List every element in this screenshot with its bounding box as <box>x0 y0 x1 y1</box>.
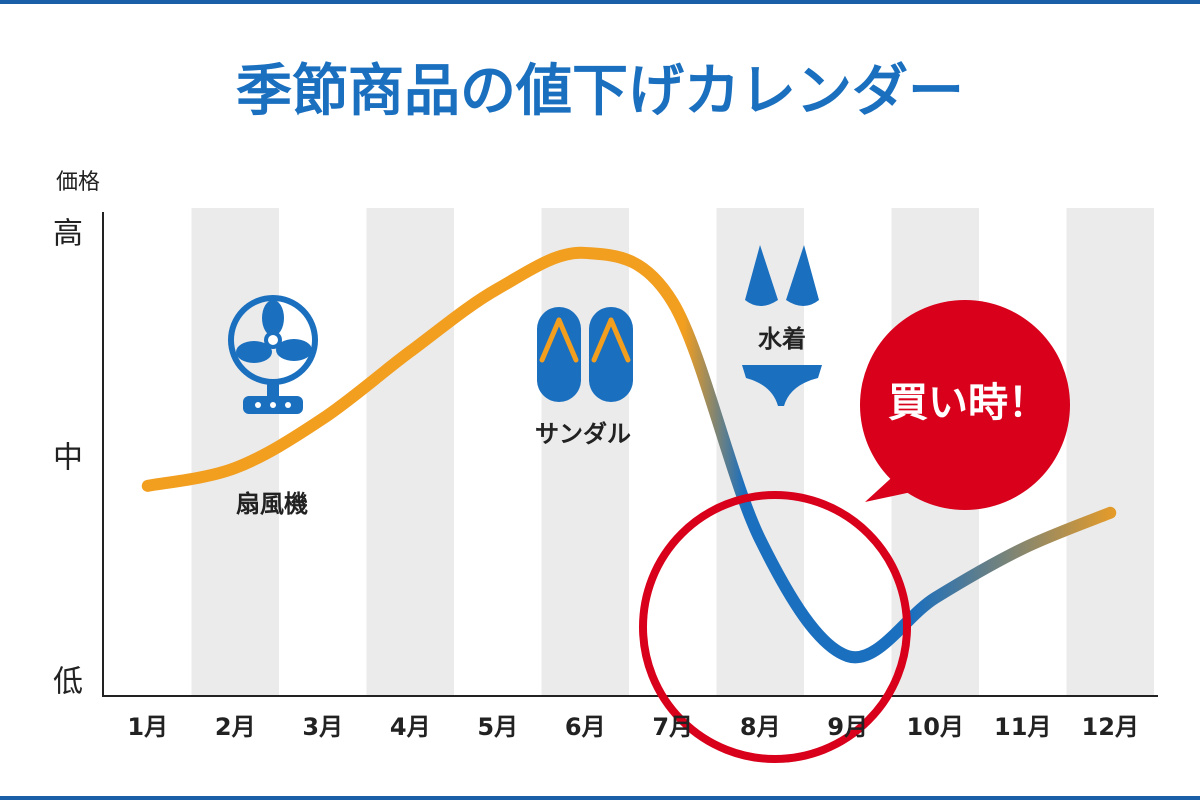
x-tick-label: 5月 <box>477 713 518 741</box>
x-tick-label: 2月 <box>215 713 256 741</box>
sandal-icon <box>537 307 633 402</box>
callout-bubble <box>860 300 1070 510</box>
top-border <box>0 0 1200 4</box>
callout-text: 買い時！ <box>888 380 1048 426</box>
annotation: 扇風機 <box>236 490 308 518</box>
annotation: 水着 <box>758 325 806 353</box>
annotation: サンダル <box>535 420 631 448</box>
y-tick-label: 高 <box>53 217 83 252</box>
x-tick-label: 3月 <box>302 713 343 741</box>
x-tick-label: 10月 <box>907 713 964 741</box>
stripe <box>1066 208 1154 696</box>
fan-icon <box>228 295 318 414</box>
x-tick-label: 4月 <box>390 713 431 741</box>
x-tick-label: 8月 <box>740 713 781 741</box>
swimsuit-icon <box>742 245 822 406</box>
y-tick-label: 中 <box>53 441 83 476</box>
chart-title: 季節商品の値下げカレンダー <box>236 59 964 124</box>
x-tick-label: 1月 <box>127 713 168 741</box>
price-line <box>141 246 1117 664</box>
stripe <box>366 208 454 696</box>
highlight-circle <box>639 491 911 763</box>
x-tick-label: 7月 <box>652 713 693 741</box>
y-tick-label: 低 <box>53 665 83 700</box>
bottom-border <box>0 796 1200 800</box>
x-tick-label: 9月 <box>827 713 868 741</box>
y-axis-title: 価格 <box>56 170 100 195</box>
x-tick-label: 6月 <box>565 713 606 741</box>
x-tick-label: 12月 <box>1082 713 1139 741</box>
x-tick-label: 11月 <box>994 713 1051 741</box>
stripe <box>541 208 629 696</box>
